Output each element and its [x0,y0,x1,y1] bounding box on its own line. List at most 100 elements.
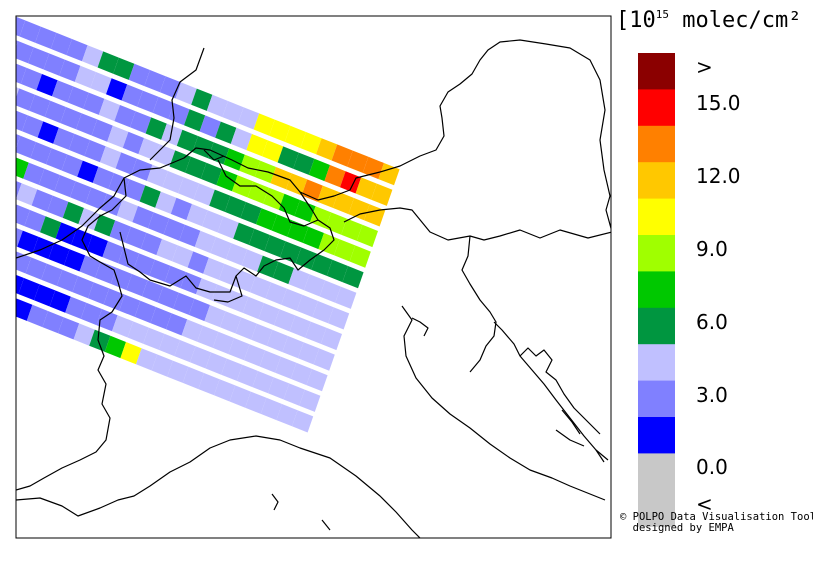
swath-pixel [16,40,18,47]
swath-pixel [26,304,48,328]
swath-pixel [55,222,77,245]
swath-pixel [121,84,143,107]
colorbar-bin [638,271,675,309]
swath-pixel [178,177,200,200]
swath-pixel [88,282,110,305]
swath-pixel [180,272,202,295]
swath-pixel [43,53,65,76]
swath-pixel [160,76,182,99]
swath-pixel [292,410,314,433]
swath-pixel [154,144,176,167]
swath-pixel [244,344,266,367]
swath-pixel [146,164,168,188]
swath-pixel [104,335,126,359]
swath-pixel [34,284,56,307]
swath-pixel [73,323,95,346]
swath-pixel [86,234,108,258]
swath-pixel [293,152,315,175]
swath-pixel [41,263,63,286]
swath-pixel [299,389,321,412]
swath-pixel [66,39,88,62]
swath-pixel [16,41,34,64]
swath-pixel [235,317,257,340]
swath-pixel [155,191,177,214]
swath-pixel [0,123,5,145]
swath-pixel [144,70,166,93]
swath-pixel [252,371,274,394]
swath-pixel [281,288,303,311]
swath-pixel [331,144,353,167]
swath-pixel [288,268,310,291]
swath-pixel [23,162,45,185]
swath-pixel [210,237,232,260]
swath-pixel [335,286,357,309]
swath-pixel [38,168,60,192]
colorbar-bin [638,198,675,236]
swath-pixel [143,327,165,350]
swath-pixel [334,239,356,262]
swath-pixel [241,249,263,272]
swath-pixel [149,259,171,282]
swath-pixel [378,163,400,186]
swath-pixel [246,134,268,157]
satellite-swath [0,16,400,433]
swath-pixel [124,179,146,202]
swath-pixel [221,358,243,381]
swath-pixel [61,154,83,177]
swath-pixel [250,276,272,299]
swath-pixel [157,286,179,309]
swath-pixel [70,181,92,204]
swath-pixel [283,383,305,406]
swath-pixel [220,311,242,334]
swath-pixel [16,227,23,247]
colorbar-tick-label: 6.0 [696,309,728,334]
swath-pixel [125,226,147,249]
swath-pixel [163,218,185,241]
swath-pixel [181,319,203,342]
colorbar-tick-label: 9.0 [696,237,728,261]
swath-pixel [340,171,362,194]
swath-pixel [317,185,339,208]
swath-pixel [222,101,244,124]
swath-pixel [347,150,369,173]
swath-pixel [161,123,183,146]
colorbar-tick-label: > [696,55,713,79]
swath-pixel [19,20,41,43]
swath-pixel [102,241,124,264]
swath-pixel [172,245,194,268]
swath-pixel [42,311,64,334]
swath-pixel [313,348,335,371]
colorbar-bin [638,453,675,491]
swath-pixel [122,131,144,155]
swath-pixel [152,96,174,120]
swath-pixel [304,274,326,297]
swath-pixel [212,331,234,355]
swath-pixel [30,142,52,165]
swath-pixel [16,87,20,98]
swath-pixel [239,154,261,177]
swath-pixel [356,224,378,248]
swath-pixel [236,364,258,388]
swath-pixel [203,257,225,280]
swath-pixel [198,373,220,396]
swath-pixel [127,321,149,344]
swath-pixel [242,296,264,320]
swath-pixel [227,290,249,313]
colorbar-bin [638,125,675,163]
swath-pixel [228,338,250,361]
swath-pixel [268,377,290,400]
colorbar-tick-label: < [696,491,713,516]
colorbar-bin [638,162,675,200]
swath-pixel [173,292,195,315]
swath-pixel [16,298,33,321]
swath-pixel [130,111,152,134]
swath-pixel [0,55,11,77]
swath-pixel [326,259,348,283]
swath-pixel [310,206,332,229]
swath-pixel [100,146,122,169]
colorbar-tick-label: 0.0 [696,455,728,480]
swath-pixel [148,212,170,235]
swath-pixel [16,16,26,37]
swath-pixel [132,206,154,229]
colorbar-bin [638,89,675,127]
